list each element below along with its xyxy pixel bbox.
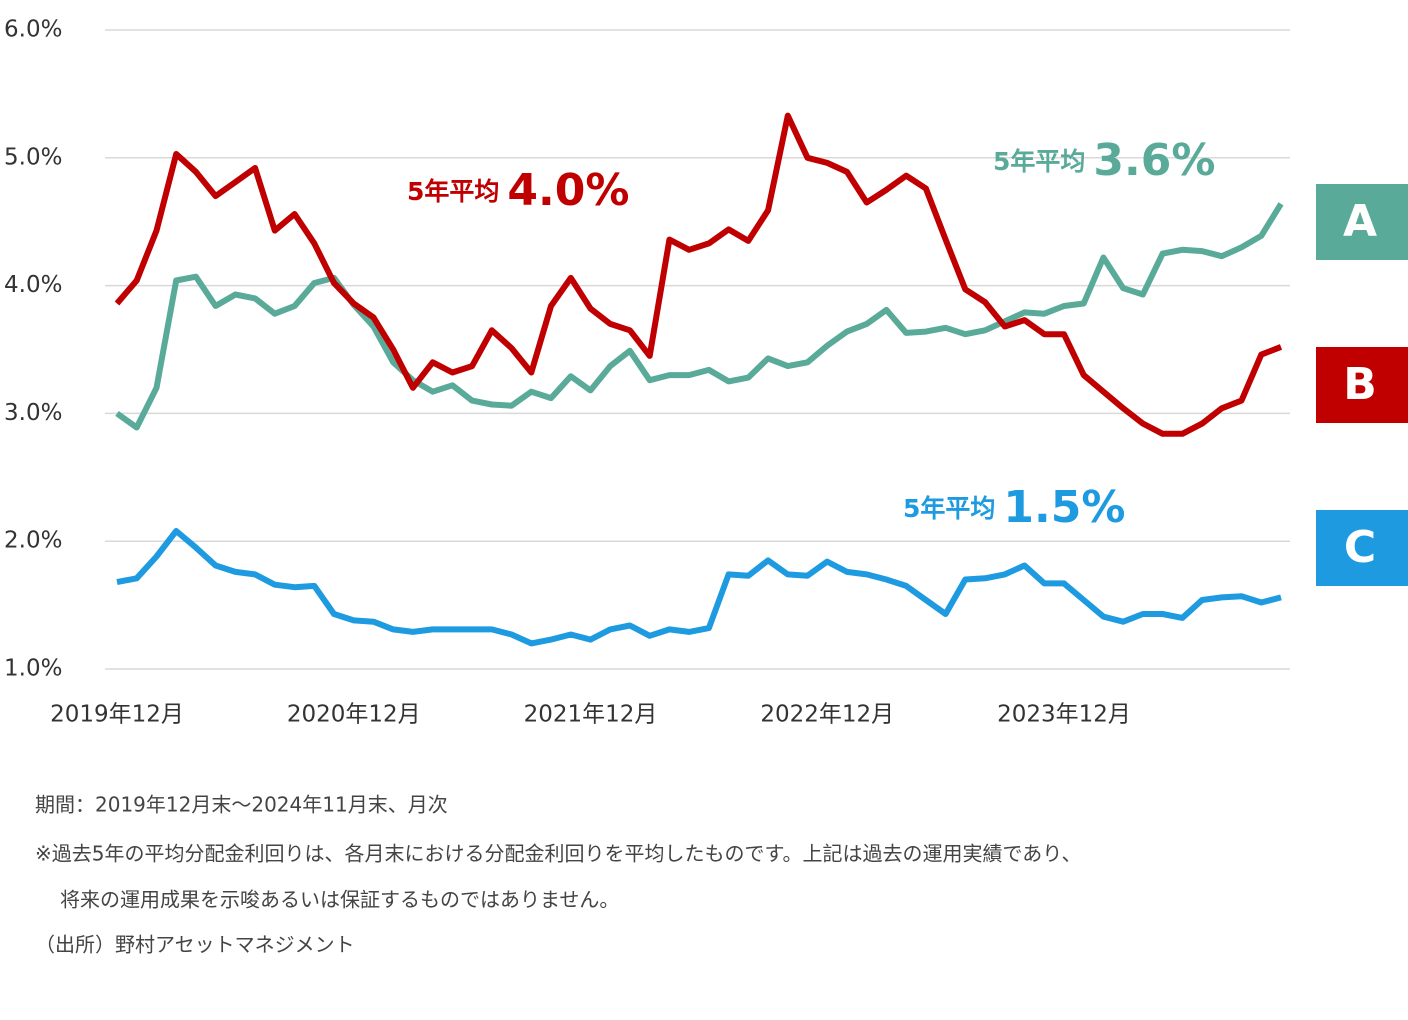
x-tick-label: 2020年12月 (287, 702, 421, 728)
x-tick-label: 2022年12月 (760, 702, 894, 728)
annotation-value: 1.5% (1003, 482, 1125, 533)
y-tick-label: 3.0% (4, 400, 62, 426)
annotation: 5年平均 3.6% (993, 135, 1215, 186)
series-line (115, 202, 1284, 431)
x-tick-label: 2021年12月 (524, 702, 658, 728)
series-line (114, 112, 1283, 437)
annotation: 5年平均 4.0% (407, 165, 629, 216)
annotation-label: 5年平均 (993, 147, 1085, 176)
y-tick-label: 5.0% (4, 144, 62, 170)
legend-label: A (1343, 196, 1377, 247)
y-tick-label: 1.0% (4, 656, 62, 682)
legend-box (1316, 347, 1408, 423)
legend-label: C (1344, 522, 1376, 573)
y-tick-label: 6.0% (4, 17, 62, 43)
annotation-label: 5年平均 (407, 177, 499, 206)
footnote: 将来の運用成果を示唆あるいは保証するものではありません。 (60, 888, 619, 912)
annotation-value: 4.0% (507, 165, 629, 216)
legend-label: B (1343, 359, 1377, 410)
footnote: ※過去5年の平均分配金利回りは、各月末における分配金利回りを平均したものです。上… (35, 842, 1081, 866)
annotation: 5年平均 1.5% (903, 482, 1125, 533)
x-tick-label: 2019年12月 (50, 702, 184, 728)
y-tick-label: 2.0% (4, 528, 62, 554)
legend-box (1316, 510, 1408, 586)
x-tick-label: 2023年12月 (997, 702, 1131, 728)
footnote: 期間：2019年12月末～2024年11月末、月次 (35, 793, 448, 817)
series-line (116, 528, 1282, 647)
legend-box (1316, 184, 1408, 260)
annotation-value: 3.6% (1093, 135, 1215, 186)
annotation-label: 5年平均 (903, 494, 995, 523)
y-tick-label: 4.0% (4, 272, 62, 298)
footnote: （出所）野村アセットマネジメント (35, 933, 355, 957)
